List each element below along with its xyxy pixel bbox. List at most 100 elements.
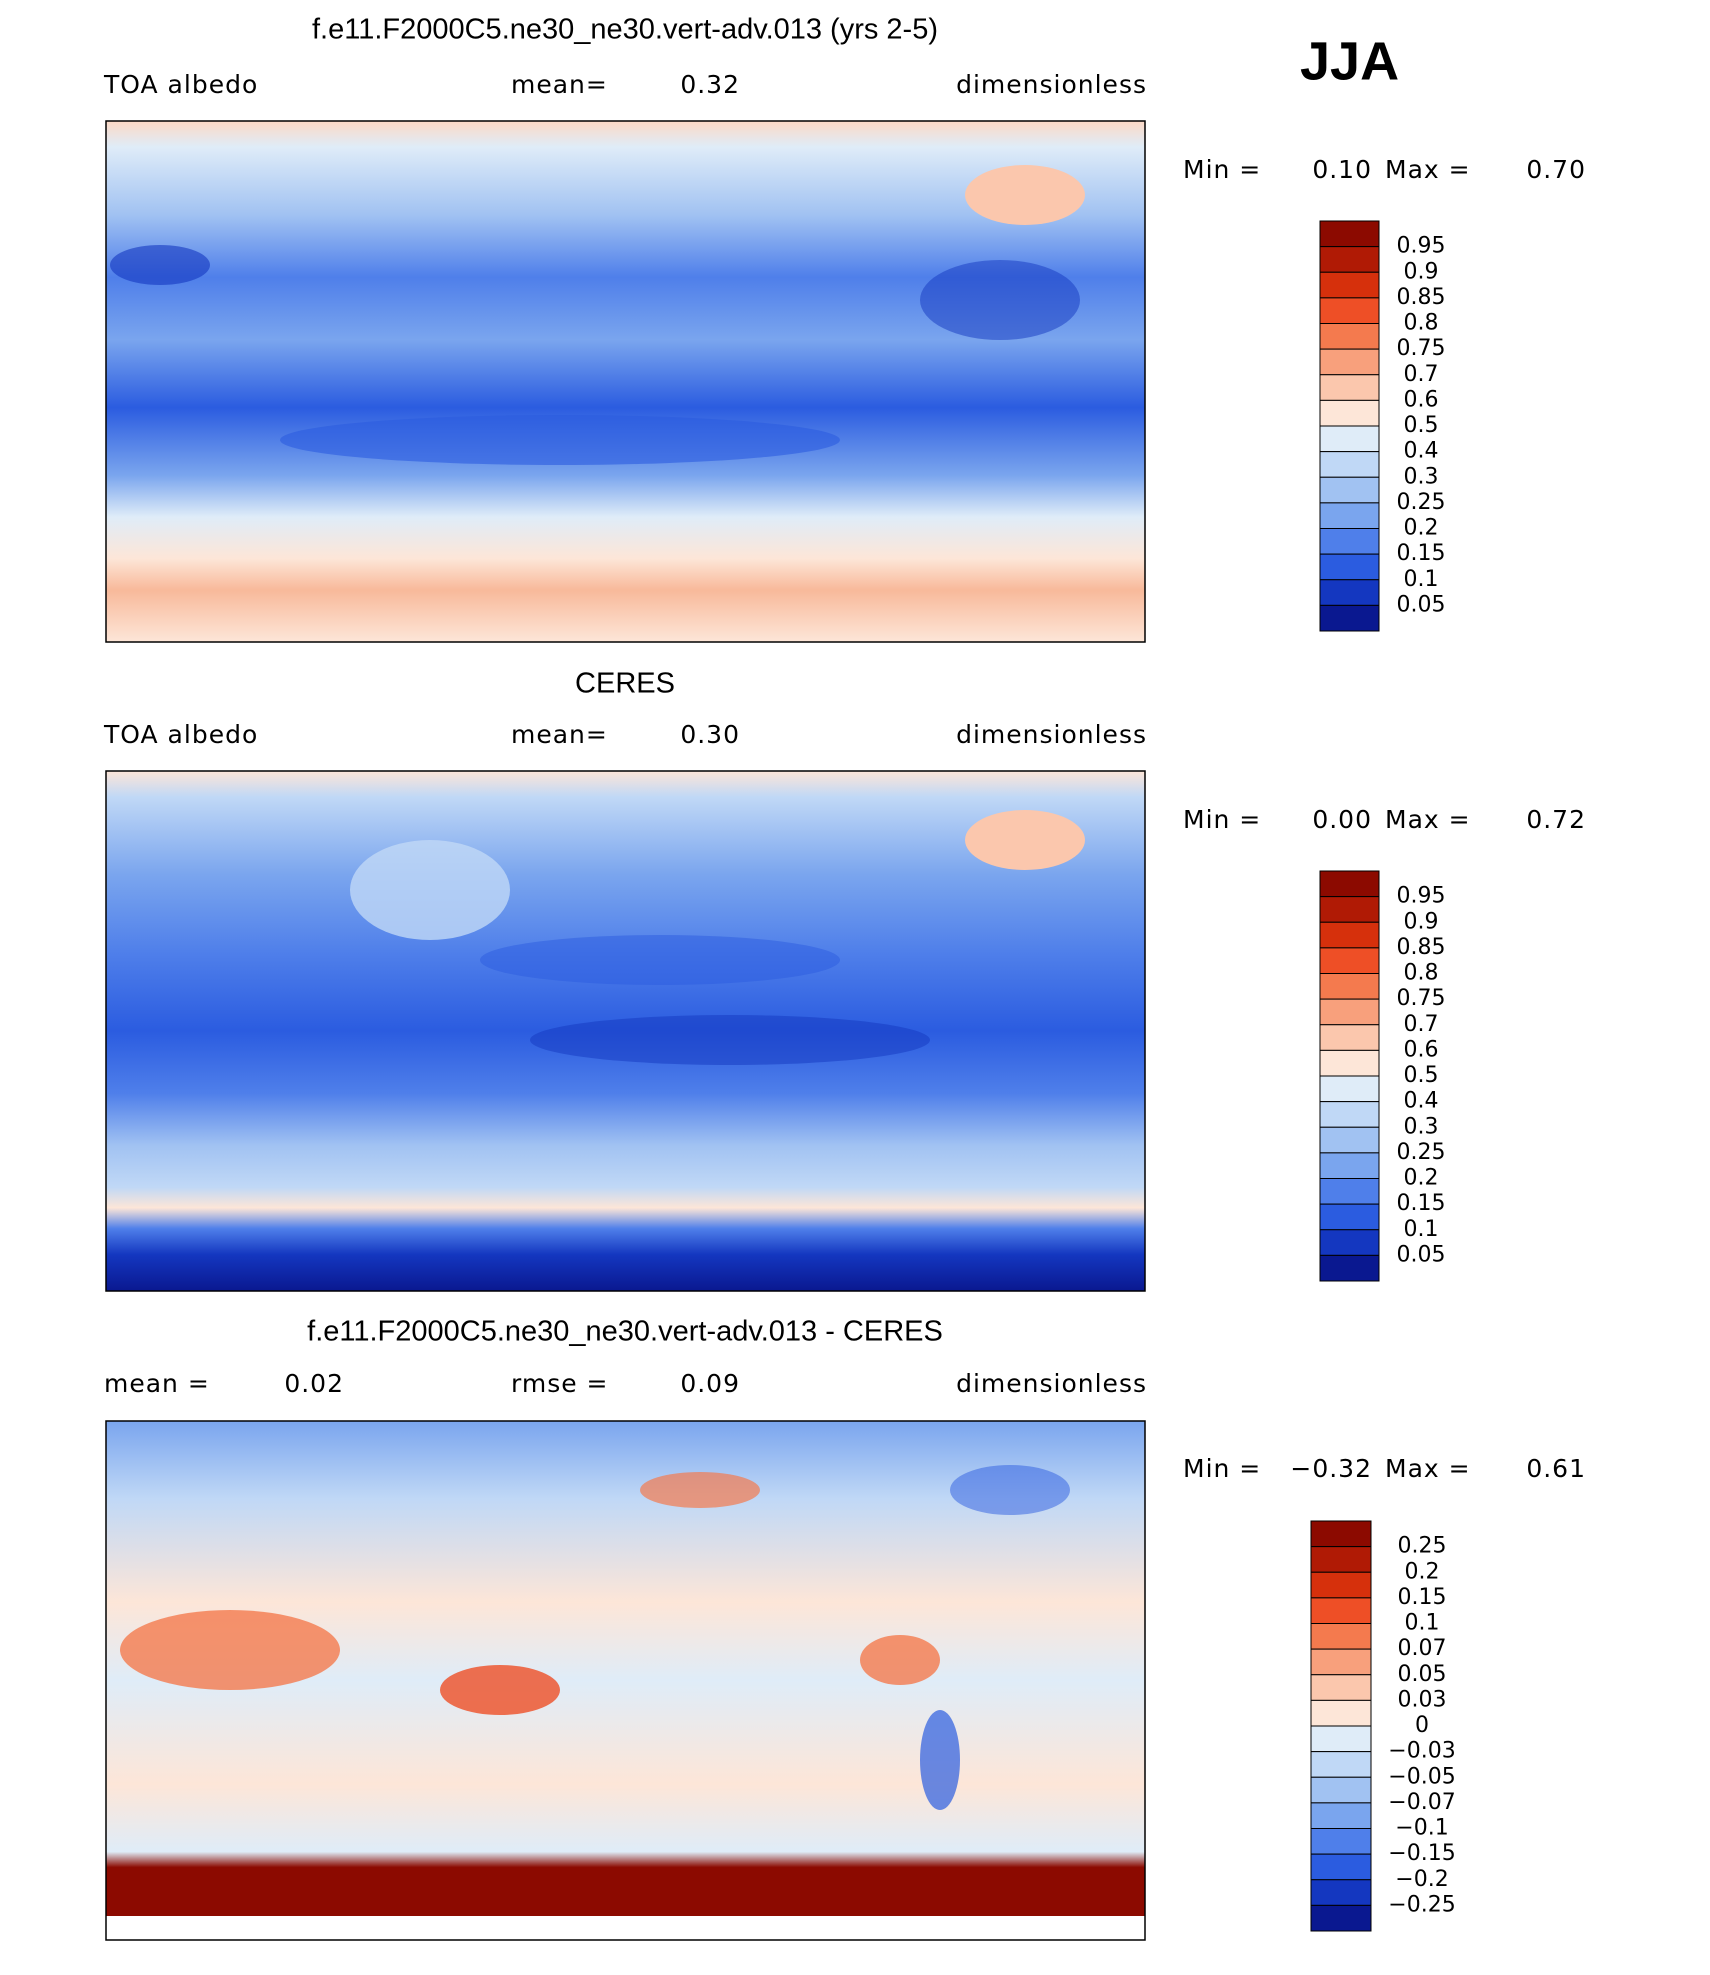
colorbar-label: 0.75	[1397, 336, 1446, 361]
colorbar-box	[1319, 553, 1380, 581]
colorbar-box	[1319, 1101, 1380, 1128]
colorbar-box	[1319, 220, 1380, 248]
colorbar-label: 0.85	[1397, 285, 1446, 310]
min-label: Min =	[1183, 155, 1261, 184]
colorbar-box	[1319, 870, 1380, 898]
colorbar-box	[1310, 1802, 1372, 1829]
colorbar-label: −0.03	[1388, 1739, 1455, 1764]
colorbar-box	[1319, 1203, 1380, 1231]
left-label: mean =	[104, 1369, 210, 1398]
colorbar-label: 0.75	[1397, 986, 1446, 1011]
colorbar-box	[1319, 502, 1380, 529]
colorbar-label: 0.25	[1397, 1140, 1446, 1165]
center-label: rmse =	[511, 1369, 609, 1398]
colorbar-label: 0.95	[1397, 884, 1446, 909]
colorbar-label: 0.1	[1404, 1217, 1439, 1242]
colorbar-label: 0.2	[1404, 516, 1439, 541]
colorbar-label: 0.07	[1398, 1636, 1447, 1661]
colorbar-box	[1310, 1520, 1372, 1548]
colorbar-label: 0.25	[1398, 1534, 1447, 1559]
colorbar-box	[1310, 1776, 1372, 1804]
colorbar-box	[1319, 451, 1380, 478]
colorbar-box	[1310, 1725, 1372, 1753]
colorbar-label: 0.05	[1397, 1242, 1446, 1267]
colorbar-box	[1310, 1674, 1372, 1701]
units: dimensionless	[956, 1369, 1147, 1398]
colorbar-box	[1310, 1751, 1372, 1778]
colorbar-label: 0	[1415, 1713, 1429, 1738]
min-value: −0.32	[1290, 1454, 1372, 1483]
panel-title: CERES	[575, 668, 675, 700]
colorbar-label: 0.6	[1404, 387, 1439, 412]
colorbar-box	[1319, 476, 1380, 504]
colorbar-box	[1310, 1904, 1372, 1932]
colorbar-label: 0.3	[1404, 1114, 1439, 1139]
colorbar-box	[1319, 1178, 1380, 1205]
colorbar-box	[1310, 1623, 1372, 1650]
units: dimensionless	[956, 720, 1147, 749]
colorbar-label: 0.95	[1397, 234, 1446, 259]
left-value: 0.02	[284, 1369, 344, 1398]
center-value: 0.32	[680, 70, 740, 99]
max-label: Max =	[1385, 1454, 1471, 1483]
colorbar-label: 0.9	[1404, 909, 1439, 934]
colorbar-box	[1310, 1828, 1372, 1855]
colorbar-label: 0.15	[1397, 541, 1446, 566]
colorbar-label: 0.05	[1397, 592, 1446, 617]
colorbar-box	[1310, 1597, 1372, 1624]
colorbar-box	[1319, 399, 1380, 427]
colorbar-box	[1319, 271, 1380, 299]
colorbar-box	[1310, 1571, 1372, 1599]
colorbar-box	[1319, 374, 1380, 401]
max-value: 0.61	[1526, 1454, 1586, 1483]
colorbar-label: 0.7	[1404, 362, 1439, 387]
min-label: Min =	[1183, 1454, 1261, 1483]
max-label: Max =	[1385, 805, 1471, 834]
colorbar-box	[1319, 348, 1380, 376]
colorbar-label: 0.8	[1404, 311, 1439, 336]
colorbar-label: 0.25	[1397, 490, 1446, 515]
colorbar-box	[1310, 1853, 1372, 1881]
colorbar-box	[1319, 1075, 1380, 1103]
colorbar-label: 0.05	[1398, 1662, 1447, 1687]
colorbar-box	[1319, 604, 1380, 632]
left-label: TOA albedo	[103, 70, 258, 99]
center-label: mean=	[511, 720, 608, 749]
colorbar-box	[1319, 1024, 1380, 1051]
colorbar-box	[1319, 323, 1380, 350]
colorbar-box	[1310, 1879, 1372, 1906]
colorbar-box	[1319, 947, 1380, 974]
panel-title: f.e11.F2000C5.ne30_ne30.vert-adv.013 - C…	[307, 1316, 943, 1348]
colorbar-label: 0.15	[1397, 1191, 1446, 1216]
colorbar-label: 0.8	[1404, 961, 1439, 986]
colorbar-box	[1319, 1229, 1380, 1256]
max-value: 0.70	[1526, 155, 1586, 184]
colorbar-box	[1319, 579, 1380, 606]
colorbar-box	[1310, 1648, 1372, 1676]
colorbar-box	[1319, 998, 1380, 1026]
colorbar-label: 0.6	[1404, 1037, 1439, 1062]
colorbar-box	[1319, 1254, 1380, 1282]
colorbar-box	[1310, 1699, 1372, 1727]
colorbar-box	[1319, 973, 1380, 1000]
colorbar-box	[1319, 246, 1380, 273]
season: JJA	[1300, 31, 1399, 91]
colorbar-label: 0.85	[1397, 935, 1446, 960]
colorbar-label: 0.1	[1405, 1611, 1440, 1636]
colorbar-label: 0.3	[1404, 464, 1439, 489]
colorbar-label: 0.03	[1398, 1687, 1447, 1712]
colorbar-label: 0.5	[1404, 1063, 1439, 1088]
max-value: 0.72	[1526, 805, 1586, 834]
colorbar-box	[1319, 1152, 1380, 1179]
min-value: 0.00	[1312, 805, 1372, 834]
center-value: 0.30	[680, 720, 740, 749]
colorbar-box	[1319, 425, 1380, 453]
colorbar-label: 0.2	[1405, 1559, 1440, 1584]
colorbar-box	[1319, 1126, 1380, 1154]
max-label: Max =	[1385, 155, 1471, 184]
map	[105, 770, 1146, 1292]
center-value: 0.09	[680, 1369, 740, 1398]
colorbar-label: 0.4	[1404, 1089, 1439, 1114]
colorbar-label: 0.9	[1404, 259, 1439, 284]
